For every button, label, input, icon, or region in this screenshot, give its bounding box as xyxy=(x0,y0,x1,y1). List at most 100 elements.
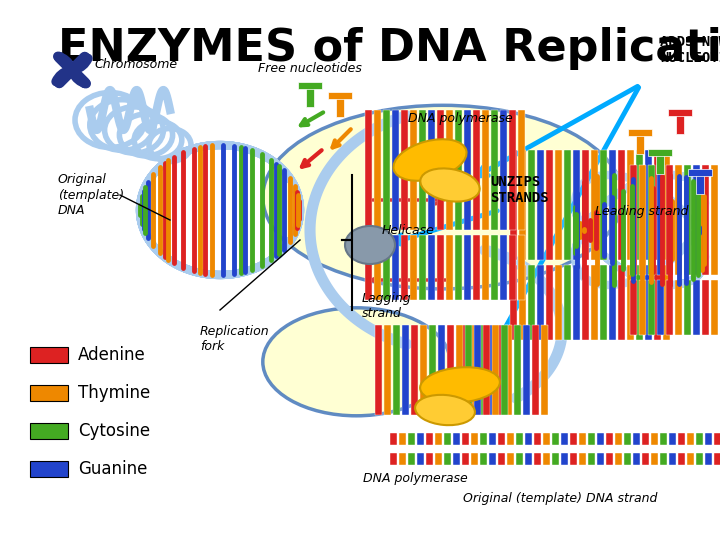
Bar xyxy=(456,325,463,415)
Bar xyxy=(591,265,598,340)
Text: Replication
fork: Replication fork xyxy=(200,325,269,353)
Ellipse shape xyxy=(420,168,480,201)
Bar xyxy=(528,150,535,260)
Bar xyxy=(444,453,451,465)
Ellipse shape xyxy=(263,308,450,416)
Bar xyxy=(543,433,550,445)
Bar xyxy=(465,325,472,415)
Bar xyxy=(408,453,415,465)
Bar xyxy=(600,265,607,340)
Bar xyxy=(648,165,655,275)
Bar xyxy=(656,154,664,174)
Bar xyxy=(645,150,652,260)
Bar xyxy=(669,453,676,465)
Bar xyxy=(426,433,433,445)
Bar xyxy=(408,433,415,445)
Bar xyxy=(518,235,525,300)
Bar xyxy=(615,433,622,445)
Bar xyxy=(523,325,530,415)
Bar xyxy=(516,433,523,445)
Bar xyxy=(519,265,526,340)
Bar xyxy=(464,110,471,230)
Bar xyxy=(597,433,604,445)
Bar xyxy=(438,325,445,415)
Bar xyxy=(336,97,344,117)
Bar xyxy=(525,433,532,445)
Bar xyxy=(663,150,670,260)
Bar xyxy=(393,325,400,415)
Bar xyxy=(489,433,496,445)
Ellipse shape xyxy=(393,139,467,181)
Bar xyxy=(473,235,480,300)
Bar xyxy=(633,433,640,445)
Text: Original
(template)
DNA: Original (template) DNA xyxy=(58,173,124,217)
Bar xyxy=(555,150,562,260)
Text: Lagging
strand: Lagging strand xyxy=(362,292,412,320)
Bar xyxy=(392,235,399,300)
Bar xyxy=(660,453,667,465)
Bar xyxy=(455,110,462,230)
Bar xyxy=(636,265,643,340)
Bar xyxy=(546,150,553,260)
Bar xyxy=(555,265,562,340)
Bar xyxy=(399,453,406,465)
Bar xyxy=(462,453,469,465)
Bar xyxy=(693,165,700,275)
Text: ADDS NEW
NUCLEOTIDES: ADDS NEW NUCLEOTIDES xyxy=(660,35,720,65)
Bar xyxy=(519,150,526,260)
Bar xyxy=(618,150,625,260)
Bar xyxy=(651,433,658,445)
Ellipse shape xyxy=(415,395,475,425)
Bar xyxy=(561,453,568,465)
Bar xyxy=(663,265,670,340)
Bar xyxy=(429,325,436,415)
Bar xyxy=(446,110,453,230)
Bar xyxy=(478,325,485,415)
Bar xyxy=(696,433,703,445)
Bar xyxy=(528,265,535,340)
Bar xyxy=(30,347,68,363)
Bar xyxy=(678,433,685,445)
Bar xyxy=(437,235,444,300)
Bar xyxy=(579,453,586,465)
Text: Thymine: Thymine xyxy=(78,384,150,402)
Bar xyxy=(411,325,418,415)
Bar xyxy=(714,453,720,465)
Bar xyxy=(537,265,544,340)
Bar xyxy=(464,235,471,300)
Bar xyxy=(306,87,314,107)
Bar xyxy=(460,325,467,415)
Bar xyxy=(600,150,607,260)
Bar xyxy=(639,165,646,275)
Bar xyxy=(588,453,595,465)
Bar xyxy=(510,265,517,340)
Bar xyxy=(410,235,417,300)
Bar xyxy=(487,325,494,415)
Bar xyxy=(624,433,631,445)
Bar xyxy=(534,433,541,445)
Text: Helicase: Helicase xyxy=(382,224,435,237)
Ellipse shape xyxy=(420,367,500,403)
Bar xyxy=(687,433,694,445)
Bar xyxy=(651,453,658,465)
Bar xyxy=(597,453,604,465)
Bar xyxy=(410,110,417,230)
Bar xyxy=(509,235,516,300)
Bar xyxy=(676,114,684,134)
Bar xyxy=(417,433,424,445)
Bar xyxy=(518,110,525,230)
Ellipse shape xyxy=(345,226,395,264)
Text: DNA polymerase: DNA polymerase xyxy=(408,112,513,125)
Bar xyxy=(510,150,517,260)
Bar xyxy=(390,433,397,445)
Bar xyxy=(419,110,426,230)
Bar xyxy=(609,150,616,260)
Bar xyxy=(455,235,462,300)
Bar xyxy=(654,150,661,260)
Bar xyxy=(444,433,451,445)
Bar xyxy=(648,149,672,156)
Bar xyxy=(453,433,460,445)
Bar xyxy=(482,110,489,230)
Bar xyxy=(480,433,487,445)
Bar xyxy=(498,453,505,465)
